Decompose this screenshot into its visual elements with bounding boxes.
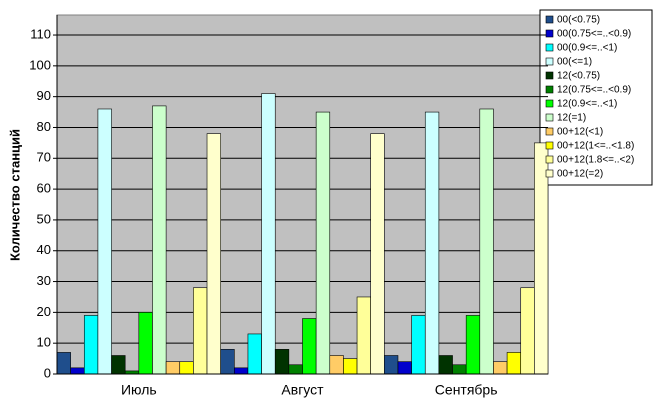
legend-swatch (545, 169, 554, 178)
y-tick-label: 110 (30, 26, 51, 41)
legend-label: 12(<0.75) (557, 71, 600, 82)
y-tick-label: 70 (37, 150, 51, 165)
legend-label: 00(<=1) (557, 57, 592, 68)
legend-label: 00(0.75<=..<0.9) (557, 29, 631, 40)
bar (452, 364, 467, 375)
legend-swatch (545, 85, 554, 94)
y-axis-label: Количество станций (7, 129, 22, 261)
y-tick-label: 50 (37, 211, 51, 226)
bar (438, 355, 453, 375)
bar (274, 349, 290, 375)
bar (138, 312, 153, 375)
legend-swatch (545, 99, 554, 108)
bar (97, 108, 112, 375)
legend-label: 00+12(1.8<=..<2) (557, 155, 634, 166)
y-tick-label: 100 (29, 57, 51, 72)
bar (70, 367, 85, 375)
bar (370, 133, 385, 375)
bar (479, 108, 494, 375)
bar (56, 352, 71, 375)
y-tick-label: 10 (37, 335, 51, 350)
bar (111, 355, 126, 375)
legend-swatch (545, 29, 554, 38)
bar (206, 133, 221, 375)
bar (193, 287, 208, 375)
bar (247, 333, 262, 375)
bar (220, 349, 235, 375)
bar (534, 142, 549, 375)
legend (539, 9, 653, 186)
legend-label: 00+12(=2) (557, 169, 603, 180)
bar (424, 111, 440, 375)
bar (506, 352, 522, 375)
legend-label: 12(=1) (557, 113, 586, 124)
legend-label: 00+12(<1) (557, 127, 603, 138)
bar (288, 364, 303, 375)
bar (384, 355, 399, 375)
x-tick-label: Июль (121, 382, 157, 398)
bar (83, 315, 99, 375)
x-tick-label: Август (281, 382, 324, 398)
y-tick-label: 0 (44, 365, 51, 380)
bar (520, 287, 535, 375)
legend-swatch (545, 127, 554, 136)
y-tick-label: 20 (37, 304, 51, 319)
legend-label: 12(0.75<=..<0.9) (557, 85, 631, 96)
bar (343, 358, 358, 375)
bar (315, 111, 331, 375)
bar (465, 315, 481, 375)
bar (234, 367, 249, 375)
legend-swatch (545, 113, 554, 122)
bar (329, 355, 344, 375)
bar (397, 361, 412, 375)
y-tick-label: 40 (37, 242, 51, 257)
bar (356, 296, 371, 375)
bar (493, 361, 508, 375)
bar (302, 318, 317, 375)
bar (411, 315, 426, 375)
y-tick-label: 80 (37, 119, 51, 134)
legend-label: 00(0.9<=..<1) (557, 43, 617, 54)
legend-label: 00+12(1<=..<1.8) (557, 141, 634, 152)
y-tick-label: 60 (37, 181, 51, 196)
bar (165, 361, 181, 375)
legend-swatch (545, 71, 554, 80)
bar (152, 105, 167, 375)
legend-label: 12(0.9<=..<1) (557, 99, 617, 110)
bar (261, 93, 276, 375)
bar (179, 361, 194, 375)
y-tick-label: 90 (37, 88, 51, 103)
y-tick-label: 30 (37, 273, 51, 288)
legend-swatch (545, 57, 554, 66)
legend-swatch (545, 15, 554, 24)
x-tick-label: Сентябрь (435, 382, 498, 398)
legend-label: 00(<0.75) (557, 15, 600, 26)
legend-swatch (545, 43, 554, 52)
legend-swatch (545, 141, 554, 150)
legend-swatch (545, 155, 554, 164)
